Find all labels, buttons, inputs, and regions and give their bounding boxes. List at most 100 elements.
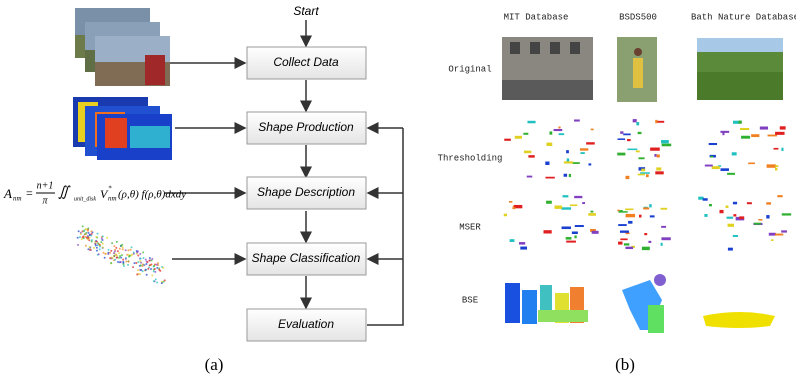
speck xyxy=(82,236,84,238)
speck xyxy=(127,249,129,251)
speck xyxy=(156,267,158,269)
speck xyxy=(128,256,130,258)
speck xyxy=(642,247,650,250)
speck xyxy=(102,243,104,245)
speck xyxy=(139,253,141,255)
speck xyxy=(766,215,769,218)
speck xyxy=(127,264,129,266)
speck xyxy=(574,235,576,238)
caption-b: (b) xyxy=(615,355,635,374)
speck xyxy=(564,161,573,163)
speck xyxy=(151,258,153,260)
speck xyxy=(510,239,515,242)
speck xyxy=(728,248,733,251)
speck xyxy=(748,162,755,164)
row-label: MSER xyxy=(459,222,481,232)
speck xyxy=(624,243,629,245)
svg-text:π: π xyxy=(42,195,48,206)
speck xyxy=(649,204,651,207)
speck xyxy=(104,253,106,255)
speck xyxy=(140,258,142,260)
speck xyxy=(150,268,152,270)
bse-results xyxy=(505,274,775,333)
speck xyxy=(586,142,595,144)
speck xyxy=(110,262,112,264)
speck xyxy=(88,239,90,241)
speck xyxy=(116,241,118,243)
speck xyxy=(575,225,584,227)
speck xyxy=(625,176,629,179)
speck xyxy=(89,248,91,250)
speck xyxy=(139,260,141,262)
speck xyxy=(641,169,645,172)
speck xyxy=(133,253,135,255)
speck xyxy=(121,244,123,246)
speck xyxy=(625,209,633,211)
speck xyxy=(81,238,83,240)
svg-text:(ρ,θ) f(ρ,θ)dxdy: (ρ,θ) f(ρ,θ)dxdy xyxy=(118,189,186,201)
speck xyxy=(636,122,639,125)
speck xyxy=(85,228,87,230)
speck xyxy=(113,252,115,254)
photo-stack xyxy=(75,8,170,86)
speck xyxy=(636,151,640,153)
speck xyxy=(545,162,549,165)
speck xyxy=(137,254,139,256)
speck xyxy=(102,247,104,249)
speck xyxy=(638,157,644,159)
speck xyxy=(512,207,515,209)
speck xyxy=(768,135,778,137)
speck xyxy=(738,121,741,124)
speck xyxy=(102,235,104,237)
speck xyxy=(117,261,119,263)
speck xyxy=(628,221,632,224)
speck xyxy=(710,156,713,158)
speck xyxy=(95,236,97,238)
row-label: Thresholding xyxy=(438,153,503,163)
speck xyxy=(91,240,93,242)
speck xyxy=(110,250,112,252)
speck xyxy=(97,244,99,246)
speck xyxy=(727,173,735,175)
speck xyxy=(620,131,623,134)
speck xyxy=(572,162,580,164)
speck xyxy=(781,230,787,232)
speck xyxy=(122,248,124,250)
original-images xyxy=(502,37,783,102)
speck xyxy=(654,154,656,157)
speck xyxy=(562,226,571,229)
speck xyxy=(164,279,166,281)
speck xyxy=(87,237,89,239)
speck xyxy=(78,230,80,232)
speck xyxy=(528,155,534,157)
speck xyxy=(137,273,139,275)
speck xyxy=(588,163,591,165)
speck xyxy=(162,267,164,269)
speck xyxy=(655,120,657,123)
speck xyxy=(751,134,759,137)
speck xyxy=(644,233,647,235)
speck xyxy=(546,201,552,204)
speck xyxy=(712,166,720,169)
speck xyxy=(618,211,627,213)
speck xyxy=(114,250,116,252)
speck xyxy=(120,261,122,263)
speck xyxy=(85,232,87,234)
speck xyxy=(626,214,635,217)
speck xyxy=(775,168,778,170)
speck xyxy=(617,153,625,156)
speck xyxy=(705,165,713,167)
speck xyxy=(96,241,98,243)
formula: A nm = n+1 π ∬ unit_disk V * nm (ρ,θ) f(… xyxy=(3,180,186,206)
speck xyxy=(130,249,132,251)
speck xyxy=(106,237,108,239)
step-label: Evaluation xyxy=(278,317,334,331)
column-header: MIT Database xyxy=(504,12,569,22)
svg-text:*: * xyxy=(108,185,112,193)
speck xyxy=(91,233,93,235)
row-label: BSE xyxy=(462,295,478,305)
speck xyxy=(90,230,92,232)
speck xyxy=(104,257,106,259)
figure: Start Collect DataShape ProductionShape … xyxy=(0,0,796,379)
speck xyxy=(703,198,708,201)
